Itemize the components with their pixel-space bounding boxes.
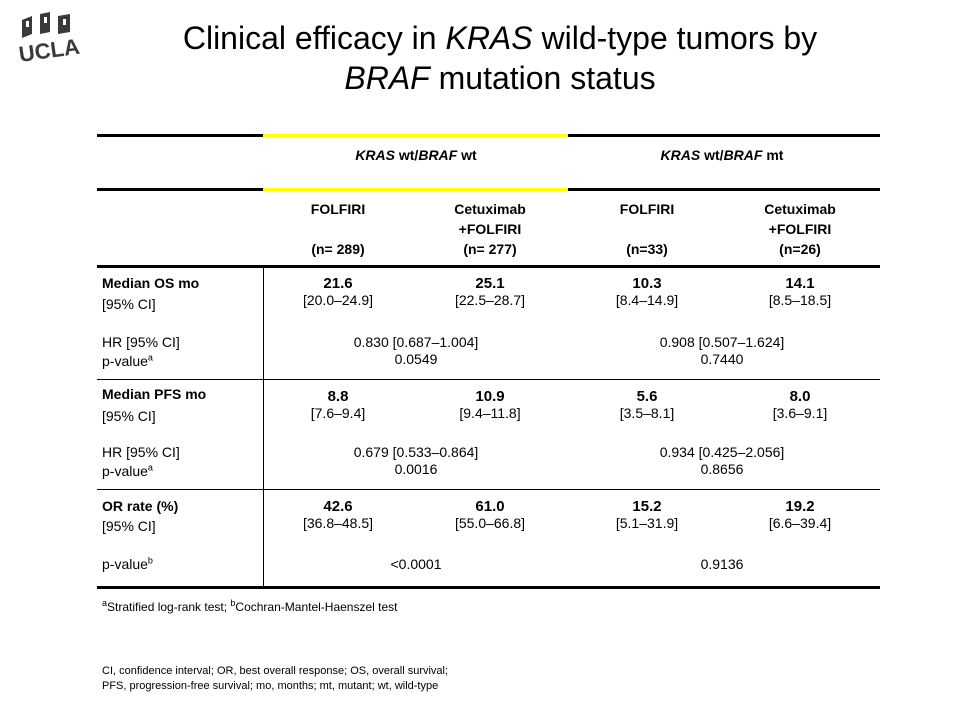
pfs-ci-label: [95% CI] — [102, 408, 156, 424]
arm-header-wt-folfiri: FOLFIRI (n= 289) — [310, 201, 366, 257]
pfs-mt-folfiri: 5.6 [3.5–8.1] — [619, 388, 675, 421]
table-top-rule-highlight — [263, 134, 568, 137]
pfs-mt-hr: 0.934 [0.425–2.056] 0.8656 — [659, 444, 785, 477]
pfs-hr-label: HR [95% CI] — [102, 444, 180, 460]
pfs-mt-cetuximab: 8.0 [3.6–9.1] — [772, 388, 828, 421]
os-wt-hr: 0.830 [0.687–1.004] 0.0549 — [353, 334, 479, 367]
os-wt-cetuximab: 25.1 [22.5–28.7] — [454, 275, 526, 308]
footnote: aStratified log-rank test; bCochran-Mant… — [102, 598, 398, 615]
arm-header-wt-cetuximab: Cetuximab +FOLFIRI (n= 277) — [454, 201, 526, 257]
group-header-kras-wt-braf-mt: KRAS wt/BRAF mt — [660, 147, 784, 163]
pfs-wt-hr: 0.679 [0.533–0.864] 0.0016 — [353, 444, 479, 477]
pfs-wt-folfiri: 8.8 [7.6–9.4] — [310, 388, 366, 421]
orr-wt-pvalue: <0.0001 — [390, 556, 442, 572]
table-subheader-rule-highlight — [263, 188, 568, 191]
ucla-logo: UCLA — [17, 12, 90, 72]
os-row-label: Median OS mo — [102, 275, 200, 291]
orr-mt-pvalue: 0.9136 — [700, 556, 744, 572]
logo-text: UCLA — [18, 34, 81, 67]
pfs-pvalue-label: p-valuea — [102, 462, 153, 479]
orr-pvalue-label: p-valueb — [102, 555, 153, 572]
os-pfs-separator — [97, 379, 880, 380]
abbreviations-note: CI, confidence interval; OR, best overal… — [102, 665, 449, 692]
os-hr-label: HR [95% CI] — [102, 334, 180, 350]
orr-wt-cetuximab: 61.0 [55.0–66.8] — [454, 498, 526, 531]
os-mt-folfiri: 10.3 [8.4–14.9] — [615, 275, 679, 308]
pfs-wt-cetuximab: 10.9 [9.4–11.8] — [459, 388, 521, 421]
os-ci-label: [95% CI] — [102, 296, 156, 312]
orr-mt-cetuximab: 19.2 [6.6–39.4] — [768, 498, 832, 531]
os-mt-cetuximab: 14.1 [8.5–18.5] — [768, 275, 832, 308]
orr-row-label: OR rate (%) — [102, 498, 179, 514]
orr-mt-folfiri: 15.2 [5.1–31.9] — [615, 498, 679, 531]
group-header-kras-wt-braf-wt: KRAS wt/BRAF wt — [355, 147, 477, 163]
pfs-row-label: Median PFS mo — [102, 386, 207, 402]
pfs-orr-separator — [97, 489, 880, 490]
os-mt-hr: 0.908 [0.507–1.624] 0.7440 — [659, 334, 785, 367]
slide-title: Clinical efficacy in KRAS wild-type tumo… — [182, 20, 818, 96]
table-header-bottom-rule — [97, 265, 880, 268]
label-column-divider — [263, 265, 264, 587]
os-pvalue-label: p-valuea — [102, 352, 153, 369]
arm-header-mt-cetuximab: Cetuximab +FOLFIRI (n=26) — [764, 201, 836, 257]
table-bottom-rule — [97, 586, 880, 589]
arm-header-mt-folfiri: FOLFIRI (n=33) — [619, 201, 675, 257]
orr-wt-folfiri: 42.6 [36.8–48.5] — [302, 498, 374, 531]
os-wt-folfiri: 21.6 [20.0–24.9] — [302, 275, 374, 308]
orr-ci-label: [95% CI] — [102, 518, 156, 534]
